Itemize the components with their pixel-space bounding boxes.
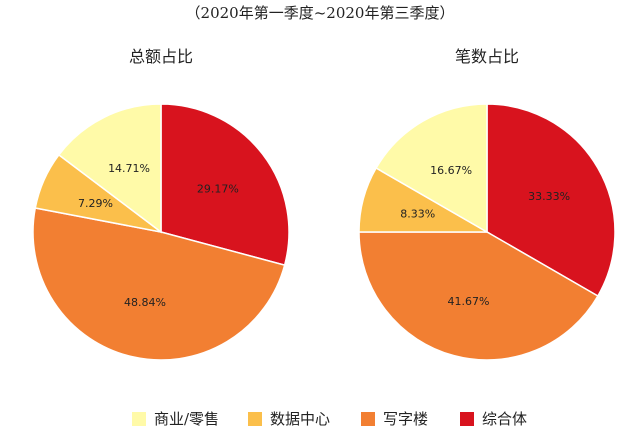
chart-title: （2020年第一季度~2020年第三季度） — [186, 4, 455, 22]
pie-label-count-retail: 16.67% — [430, 164, 472, 177]
legend: 商业/零售 数据中心 写字楼 综合体 — [132, 410, 527, 428]
pie-slice-total-retail — [57, 103, 162, 234]
legend-label-data-center: 数据中心 — [270, 410, 330, 428]
pie-slice-count-complex — [486, 103, 616, 298]
pie-label-total-data-center: 7.29% — [78, 197, 113, 210]
legend-swatch-retail — [132, 412, 146, 426]
legend-label-complex: 综合体 — [482, 410, 527, 428]
pie-label-total-retail: 14.71% — [108, 162, 150, 175]
legend-label-office: 写字楼 — [383, 410, 428, 428]
pie-label-total-complex: 29.17% — [197, 182, 239, 195]
pie-chart-total-amount: 29.17% 48.84% 7.29% 14.71% — [32, 103, 290, 361]
legend-swatch-office — [361, 412, 375, 426]
pie-slice-count-office — [358, 231, 599, 361]
pie-label-total-office: 48.84% — [124, 296, 166, 309]
legend-swatch-data-center — [248, 412, 262, 426]
pie-chart-deal-count: 33.33% 41.67% 8.33% 16.67% — [358, 103, 616, 361]
pie-slice-total-complex — [160, 103, 290, 267]
legend-swatch-complex — [460, 412, 474, 426]
pie-label-count-data-center: 8.33% — [400, 207, 435, 220]
pie-subtitle-deal-count: 笔数占比 — [455, 47, 519, 66]
pie-slice-count-retail — [375, 103, 488, 234]
pie-subtitle-total-amount: 总额占比 — [129, 47, 193, 66]
pie-slice-total-office — [32, 207, 286, 361]
pie-label-count-complex: 33.33% — [528, 190, 570, 203]
legend-label-retail: 商业/零售 — [154, 410, 219, 428]
pie-label-count-office: 41.67% — [447, 295, 489, 308]
